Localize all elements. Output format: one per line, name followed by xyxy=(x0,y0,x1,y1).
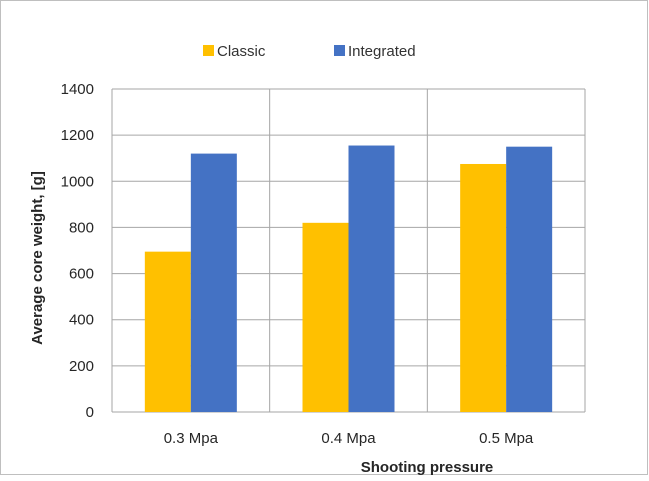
y-tick-label: 600 xyxy=(69,266,94,283)
bar-integrated-0-5-mpa xyxy=(506,146,553,412)
bars xyxy=(144,145,553,412)
bar-classic-0-5-mpa xyxy=(460,163,507,412)
x-tick-label: 0.5 Mpa xyxy=(479,430,534,447)
y-tick-label: 0 xyxy=(86,404,94,421)
y-tick-label: 200 xyxy=(69,358,94,375)
x-tick-label: 0.4 Mpa xyxy=(321,430,376,447)
legend: Classic Integrated xyxy=(203,43,416,60)
bar-integrated-0-3-mpa xyxy=(190,153,237,412)
y-tick-label: 1000 xyxy=(61,173,94,190)
x-tick-label: 0.3 Mpa xyxy=(164,430,219,447)
legend-swatch-integrated xyxy=(334,45,345,56)
legend-label-classic: Classic xyxy=(217,43,266,60)
bar-classic-0-3-mpa xyxy=(144,251,191,412)
x-axis-title: Shooting pressure xyxy=(361,459,494,476)
y-tick-label: 400 xyxy=(69,312,94,329)
y-axis-ticks: 0 200 400 600 800 1000 1200 1400 xyxy=(61,81,94,421)
y-tick-label: 1400 xyxy=(61,81,94,98)
y-axis-title: Average core weight, [g] xyxy=(29,171,46,345)
legend-swatch-classic xyxy=(203,45,214,56)
bar-integrated-0-4-mpa xyxy=(348,145,395,412)
legend-label-integrated: Integrated xyxy=(348,43,416,60)
y-tick-label: 1200 xyxy=(61,127,94,144)
y-tick-label: 800 xyxy=(69,219,94,236)
x-axis-ticks: 0.3 Mpa 0.4 Mpa 0.5 Mpa xyxy=(164,430,534,447)
bar-classic-0-4-mpa xyxy=(302,222,349,412)
